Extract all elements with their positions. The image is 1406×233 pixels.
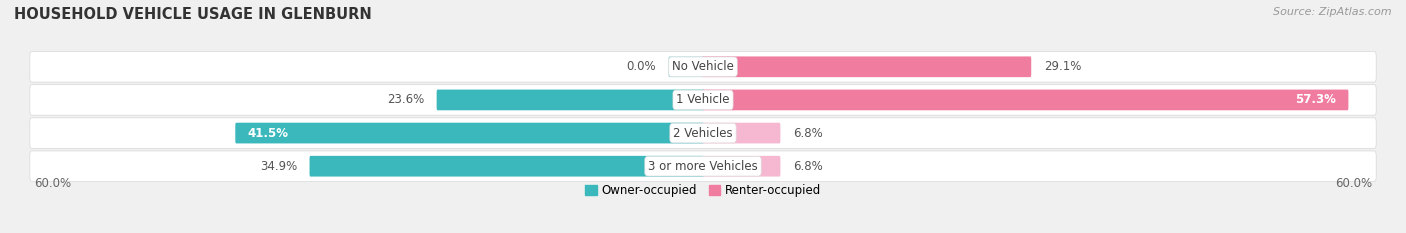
FancyBboxPatch shape <box>668 56 704 77</box>
Text: 1 Vehicle: 1 Vehicle <box>676 93 730 106</box>
FancyBboxPatch shape <box>309 156 704 177</box>
Text: 41.5%: 41.5% <box>247 127 288 140</box>
Text: 6.8%: 6.8% <box>793 160 823 173</box>
Text: 60.0%: 60.0% <box>34 177 70 190</box>
FancyBboxPatch shape <box>702 56 1031 77</box>
FancyBboxPatch shape <box>235 123 704 144</box>
Text: 34.9%: 34.9% <box>260 160 297 173</box>
Text: 6.8%: 6.8% <box>793 127 823 140</box>
FancyBboxPatch shape <box>30 51 1376 82</box>
Text: Source: ZipAtlas.com: Source: ZipAtlas.com <box>1274 7 1392 17</box>
Text: 2 Vehicles: 2 Vehicles <box>673 127 733 140</box>
Text: 23.6%: 23.6% <box>387 93 425 106</box>
FancyBboxPatch shape <box>30 85 1376 115</box>
FancyBboxPatch shape <box>702 123 780 144</box>
Text: HOUSEHOLD VEHICLE USAGE IN GLENBURN: HOUSEHOLD VEHICLE USAGE IN GLENBURN <box>14 7 371 22</box>
FancyBboxPatch shape <box>437 89 704 110</box>
Text: 0.0%: 0.0% <box>626 60 655 73</box>
Text: 3 or more Vehicles: 3 or more Vehicles <box>648 160 758 173</box>
Text: 57.3%: 57.3% <box>1295 93 1336 106</box>
FancyBboxPatch shape <box>30 151 1376 182</box>
FancyBboxPatch shape <box>30 118 1376 148</box>
Text: 60.0%: 60.0% <box>1336 177 1372 190</box>
Text: No Vehicle: No Vehicle <box>672 60 734 73</box>
Legend: Owner-occupied, Renter-occupied: Owner-occupied, Renter-occupied <box>585 184 821 197</box>
FancyBboxPatch shape <box>702 89 1348 110</box>
FancyBboxPatch shape <box>702 156 780 177</box>
Text: 29.1%: 29.1% <box>1043 60 1081 73</box>
